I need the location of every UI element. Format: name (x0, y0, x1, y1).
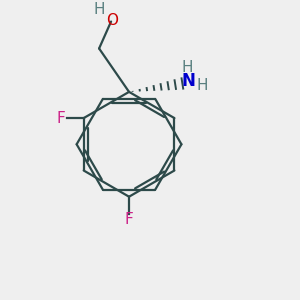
Text: O: O (106, 13, 119, 28)
Text: H: H (182, 60, 193, 75)
Text: N: N (182, 72, 196, 90)
Text: H: H (93, 2, 105, 17)
Text: H: H (197, 78, 208, 93)
Text: F: F (125, 212, 134, 227)
Text: F: F (57, 111, 66, 126)
